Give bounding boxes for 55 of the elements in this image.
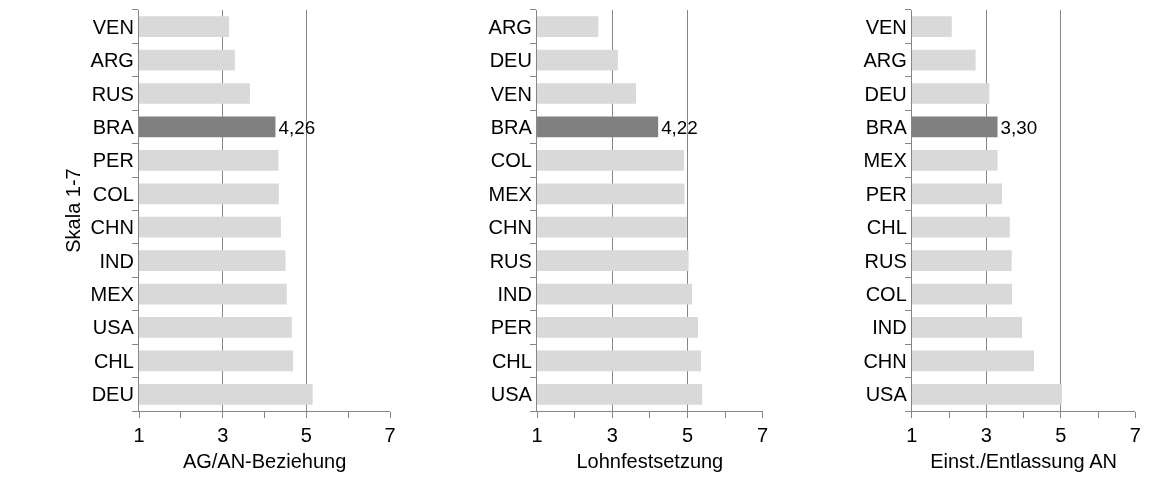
y-tick-label: IND — [99, 249, 134, 272]
y-tick-label: PER — [490, 316, 532, 339]
x-tick-label: 7 — [757, 424, 769, 447]
x-axis-title: AG/AN-Beziehung — [182, 449, 347, 472]
x-tick-label: 3 — [606, 424, 618, 447]
y-tick-label: BRA — [92, 115, 135, 138]
y-tick-label: MEX — [863, 149, 907, 172]
y-tick-label: RUS — [91, 82, 134, 105]
y-tick-label: COL — [865, 283, 907, 306]
y-tick-label: CHL — [866, 216, 907, 239]
y-tick-label: USA — [865, 383, 908, 406]
x-tick-label: 7 — [1129, 424, 1141, 447]
y-tick-label: MEX — [488, 182, 532, 205]
x-tick-label: 1 — [906, 424, 918, 447]
y-tick-label: RUS — [489, 249, 532, 272]
y-tick-label: DEU — [91, 383, 134, 406]
x-tick-label: 1 — [531, 424, 543, 447]
y-tick-label: IND — [872, 316, 907, 339]
x-tick-label: 3 — [217, 424, 229, 447]
y-tick-label: ARG — [90, 49, 134, 72]
y-tick-label: USA — [490, 383, 533, 406]
y-tick-label: COL — [92, 182, 134, 205]
y-tick-label: CHN — [488, 216, 532, 239]
y-tick-label: COL — [490, 149, 532, 172]
y-tick-label: MEX — [90, 283, 134, 306]
y-tick-label: PER — [92, 149, 134, 172]
x-tick-label: 5 — [300, 424, 312, 447]
y-tick-label: BRA — [865, 115, 908, 138]
y-tick-label: PER — [865, 182, 907, 205]
data-label: 3,30 — [1000, 116, 1038, 138]
y-tick-label: DEU — [489, 49, 532, 72]
y-tick-label: VEN — [865, 15, 907, 38]
y-tick-label: USA — [92, 316, 135, 339]
y-tick-label: CHL — [491, 349, 532, 372]
y-tick-label: DEU — [864, 82, 907, 105]
y-tick-label: VEN — [92, 15, 134, 38]
x-axis-title: Lohnfestsetzung — [576, 449, 724, 472]
y-tick-label: CHL — [93, 349, 134, 372]
x-tick-label: 3 — [980, 424, 992, 447]
y-tick-label: RUS — [864, 249, 907, 272]
x-tick-label: 1 — [133, 424, 145, 447]
y-axis-title: Skala 1-7 — [62, 168, 85, 253]
x-tick-label: 5 — [681, 424, 694, 447]
y-tick-label: CHN — [90, 216, 134, 239]
data-label: 4,26 — [278, 116, 316, 138]
x-tick-label: 7 — [384, 424, 396, 447]
y-tick-label: ARG — [488, 15, 532, 38]
y-tick-label: VEN — [490, 82, 532, 105]
x-axis-title: Einst./Entlassung AN — [930, 449, 1117, 472]
x-tick-label: 5 — [1055, 424, 1067, 447]
data-label: 4,22 — [661, 116, 698, 138]
y-tick-label: CHN — [863, 349, 907, 372]
y-tick-label: BRA — [490, 115, 533, 138]
y-tick-label: ARG — [863, 49, 907, 72]
y-tick-label: IND — [497, 283, 532, 306]
